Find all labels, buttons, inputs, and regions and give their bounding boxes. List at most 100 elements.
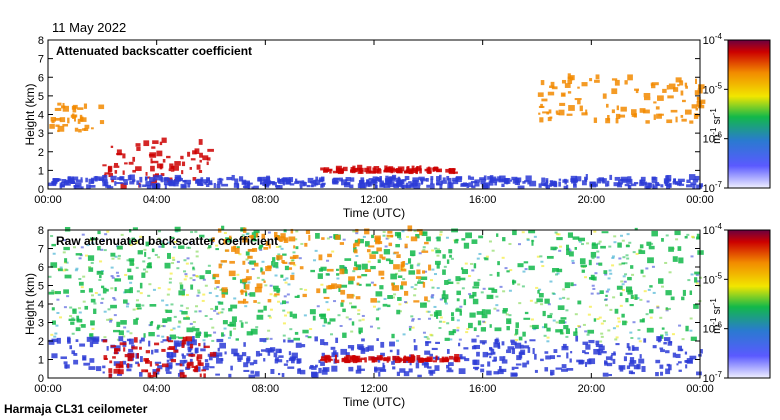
- noise-cell: [136, 290, 140, 293]
- feature-cell: [451, 171, 458, 174]
- feature-cell: [311, 183, 317, 187]
- feature-cell: [185, 336, 193, 342]
- feature-cell: [666, 363, 671, 367]
- feature-cell: [135, 361, 140, 365]
- date-label: 11 May 2022: [52, 20, 127, 35]
- feature-cell: [257, 309, 264, 313]
- feature-cell: [606, 362, 613, 367]
- feature-cell: [225, 249, 230, 252]
- noise-cell: [134, 242, 138, 245]
- noise-cell: [143, 248, 147, 251]
- feature-cell: [496, 178, 503, 182]
- feature-cell: [147, 372, 152, 378]
- noise-cell: [244, 321, 248, 324]
- feature-cell: [246, 331, 253, 336]
- feature-cell: [663, 178, 670, 184]
- noise-cell: [532, 328, 536, 331]
- feature-cell: [678, 369, 682, 372]
- feature-cell: [129, 229, 132, 233]
- feature-cell: [672, 181, 679, 185]
- feature-cell: [251, 186, 255, 189]
- feature-cell: [656, 113, 662, 119]
- feature-cell: [323, 318, 327, 324]
- feature-cell: [640, 176, 646, 181]
- noise-cell: [438, 320, 442, 323]
- feature-cell: [90, 298, 96, 303]
- noise-cell: [686, 233, 690, 236]
- feature-cell: [215, 373, 220, 376]
- noise-cell: [194, 230, 198, 233]
- feature-cell: [640, 181, 647, 185]
- noise-cell: [283, 278, 287, 281]
- feature-cell: [279, 239, 283, 242]
- feature-cell: [231, 316, 237, 322]
- noise-cell: [596, 292, 600, 295]
- feature-cell: [123, 181, 128, 185]
- feature-cell: [579, 105, 583, 112]
- feature-cell: [145, 171, 148, 176]
- noise-cell: [495, 337, 499, 340]
- noise-cell: [190, 231, 194, 234]
- noise-cell: [554, 231, 558, 234]
- feature-cell: [186, 341, 193, 346]
- noise-cell: [630, 336, 634, 339]
- feature-cell: [339, 265, 345, 271]
- feature-cell: [188, 353, 196, 357]
- feature-cell: [299, 185, 303, 189]
- feature-cell: [595, 340, 600, 345]
- feature-cell: [237, 300, 245, 304]
- feature-cell: [662, 88, 667, 93]
- noise-cell: [182, 288, 186, 291]
- feature-cell: [145, 358, 148, 363]
- noise-cell: [608, 245, 612, 248]
- feature-cell: [590, 274, 595, 281]
- feature-cell: [628, 370, 634, 375]
- noise-cell: [681, 338, 685, 341]
- noise-cell: [631, 273, 635, 276]
- noise-cell: [65, 261, 69, 264]
- feature-cell: [277, 359, 283, 363]
- feature-cell: [216, 352, 223, 357]
- noise-cell: [586, 333, 590, 336]
- feature-cell: [611, 109, 615, 114]
- colorbar-tick-label: 10-7: [703, 370, 723, 385]
- noise-cell: [369, 325, 373, 328]
- noise-cell: [398, 303, 402, 306]
- feature-cell: [79, 343, 86, 347]
- noise-cell: [106, 318, 110, 321]
- feature-cell: [650, 82, 654, 86]
- feature-cell: [228, 235, 232, 240]
- feature-cell: [499, 368, 507, 373]
- feature-cell: [499, 356, 504, 361]
- noise-cell: [482, 320, 486, 323]
- feature-cell: [415, 233, 420, 239]
- feature-cell: [379, 254, 383, 259]
- feature-cell: [435, 341, 440, 344]
- noise-cell: [414, 283, 418, 286]
- feature-cell: [562, 93, 565, 96]
- noise-cell: [691, 235, 695, 238]
- feature-cell: [589, 181, 596, 187]
- noise-cell: [349, 302, 353, 305]
- noise-cell: [361, 318, 365, 321]
- feature-cell: [240, 227, 246, 232]
- feature-cell: [357, 169, 364, 174]
- feature-cell: [357, 183, 362, 189]
- feature-cell: [273, 352, 278, 358]
- feature-cell: [60, 356, 67, 360]
- feature-cell: [54, 107, 62, 111]
- feature-cell: [675, 353, 681, 359]
- feature-cell: [81, 128, 86, 131]
- noise-cell: [53, 335, 57, 338]
- feature-cell: [501, 341, 505, 346]
- feature-cell: [76, 315, 80, 322]
- feature-cell: [228, 308, 233, 312]
- feature-cell: [686, 179, 691, 184]
- noise-cell: [391, 296, 395, 299]
- noise-cell: [616, 325, 620, 328]
- noise-cell: [558, 297, 562, 300]
- feature-cell: [653, 101, 657, 104]
- noise-cell: [84, 254, 88, 257]
- noise-cell: [197, 291, 201, 294]
- feature-cell: [454, 239, 459, 244]
